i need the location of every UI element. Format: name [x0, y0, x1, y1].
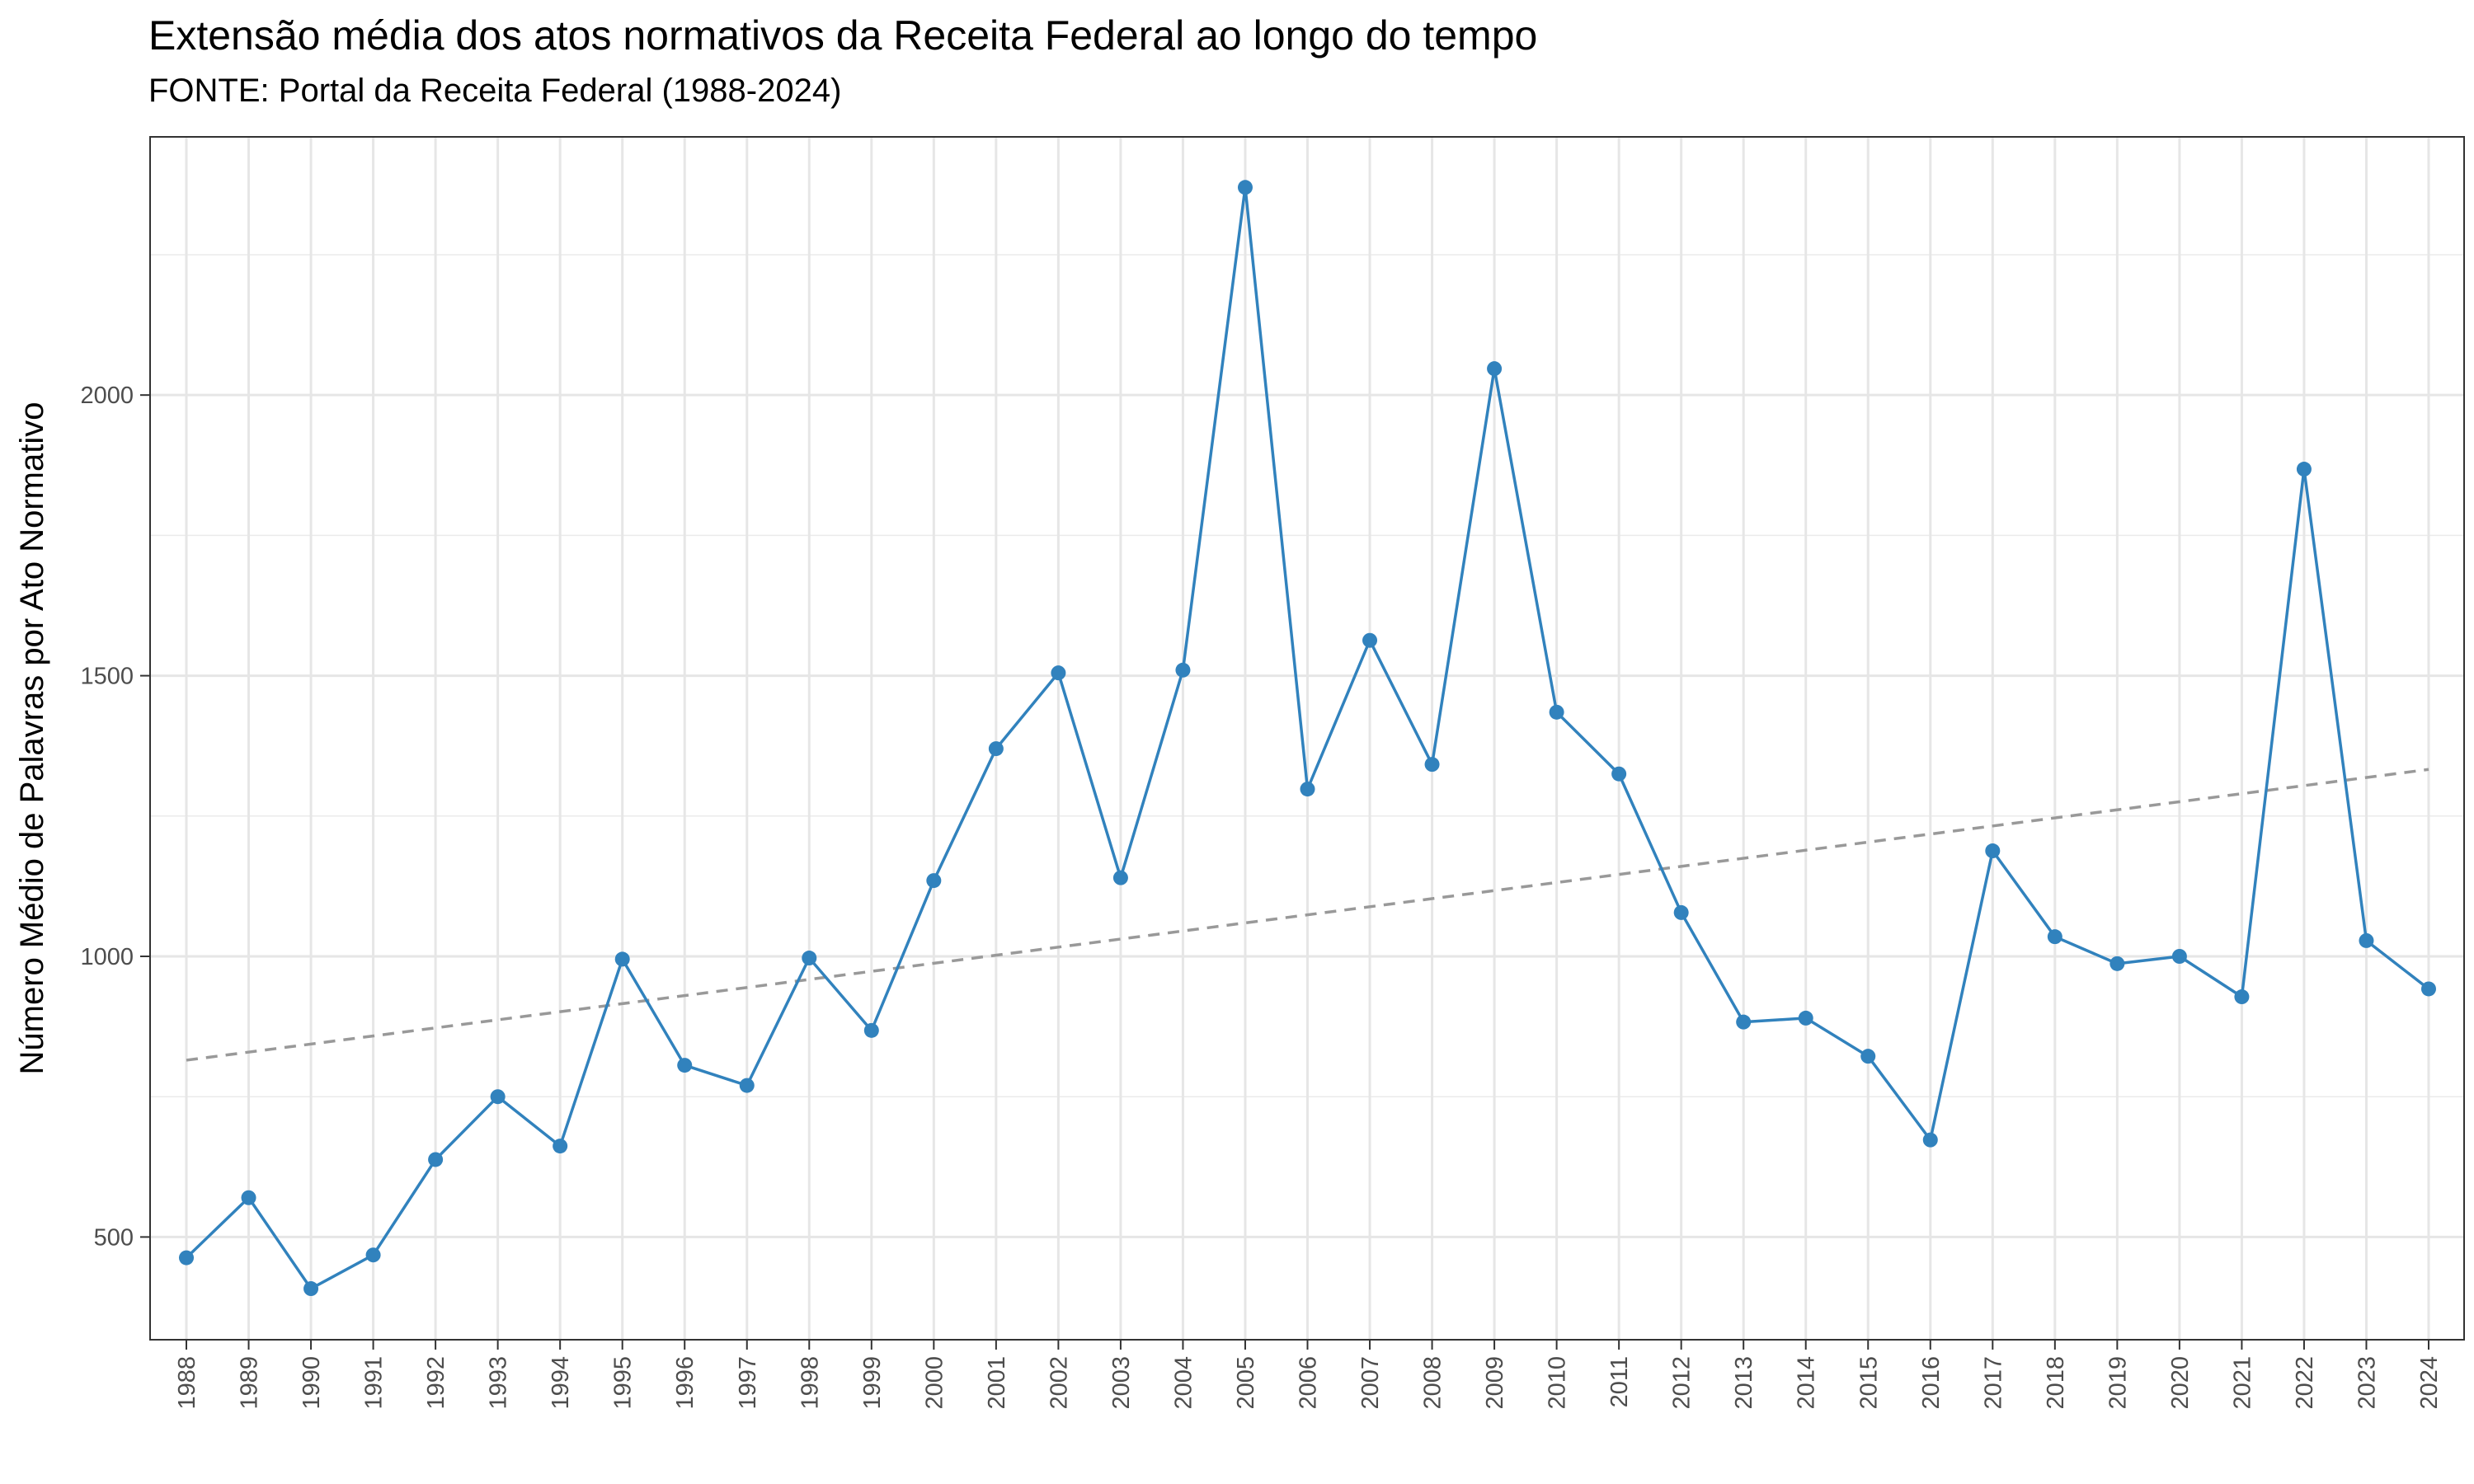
data-point: [365, 1247, 381, 1263]
x-tick-label: 2024: [2416, 1356, 2443, 1410]
data-point: [1424, 757, 1440, 773]
x-tick-label: 1997: [735, 1356, 761, 1410]
x-tick-label: 2015: [1856, 1356, 1882, 1410]
x-tick-label: 2021: [2229, 1356, 2255, 1410]
data-point: [2296, 462, 2312, 477]
x-tick-label: 2014: [1794, 1356, 1820, 1410]
y-tick-label: 1500: [80, 664, 134, 690]
data-point: [2234, 989, 2250, 1005]
data-point: [1798, 1010, 1813, 1026]
x-tick-label: 2004: [1170, 1356, 1197, 1410]
x-tick-label: 2000: [921, 1356, 948, 1410]
x-tick-label: 1990: [299, 1356, 325, 1410]
data-point: [614, 951, 630, 967]
data-series-group: [179, 180, 2436, 1297]
data-point: [1549, 704, 1564, 720]
data-point: [1736, 1014, 1752, 1030]
x-tick-label: 1992: [423, 1356, 449, 1410]
data-point: [2047, 929, 2062, 945]
trend-line: [186, 768, 2429, 1062]
data-point: [926, 873, 942, 889]
data-point: [1860, 1049, 1876, 1064]
x-tick-label: 1991: [361, 1356, 388, 1410]
data-point: [677, 1058, 693, 1073]
data-point: [1362, 632, 1378, 648]
trend-line-group: [186, 768, 2429, 1062]
x-tick-label: 2023: [2354, 1356, 2380, 1410]
chart-subtitle: FONTE: Portal da Receita Federal (1988-2…: [148, 73, 842, 109]
data-point: [1985, 843, 2001, 859]
data-point: [1611, 766, 1627, 782]
x-tick-label: 2017: [1980, 1356, 2006, 1410]
data-point: [428, 1152, 444, 1167]
x-tick-label: 2002: [1046, 1356, 1072, 1410]
data-point: [802, 951, 817, 966]
x-tick-label: 1999: [859, 1356, 886, 1410]
data-point: [2109, 956, 2125, 971]
y-axis-label: Número Médio de Palavras por Ato Normati…: [14, 402, 50, 1075]
x-tick-label: 1989: [237, 1356, 263, 1410]
x-tick-label: 2006: [1296, 1356, 1322, 1410]
y-tick-label: 500: [94, 1224, 134, 1251]
data-point: [2171, 948, 2187, 964]
x-tick-label: 2019: [2105, 1356, 2131, 1410]
grid-lines: [150, 137, 2464, 1340]
data-point: [553, 1139, 568, 1154]
data-point: [1487, 361, 1503, 377]
x-tick-label: 1996: [672, 1356, 698, 1410]
data-point: [1300, 782, 1315, 797]
chart-title: Extensão média dos atos normativos da Re…: [148, 12, 1538, 59]
x-tick-label: 1998: [797, 1356, 823, 1410]
data-point: [2421, 981, 2436, 997]
data-point: [303, 1281, 319, 1297]
data-point: [179, 1250, 194, 1266]
data-point: [1237, 180, 1253, 195]
x-tick-label: 2001: [984, 1356, 1010, 1410]
data-point: [739, 1078, 755, 1093]
x-tick-label: 2012: [1669, 1356, 1696, 1410]
x-tick-label: 2022: [2292, 1356, 2318, 1410]
x-tick-label: 2009: [1482, 1356, 1508, 1410]
y-tick-label: 2000: [80, 383, 134, 409]
data-point: [863, 1022, 879, 1038]
data-point: [1922, 1132, 1938, 1148]
x-tick-label: 2005: [1233, 1356, 1259, 1410]
x-tick-label: 1988: [174, 1356, 200, 1410]
x-tick-label: 2007: [1357, 1356, 1384, 1410]
x-tick-label: 2016: [1918, 1356, 1945, 1410]
x-tick-label: 2013: [1731, 1356, 1757, 1410]
x-tick-label: 2018: [2043, 1356, 2069, 1410]
data-point: [1112, 870, 1128, 885]
data-point: [1175, 662, 1191, 678]
x-tick-label: 2020: [2167, 1356, 2194, 1410]
y-tick-label: 1000: [80, 944, 134, 970]
x-tick-label: 1994: [548, 1356, 574, 1410]
data-point: [241, 1190, 256, 1205]
x-tick-label: 1993: [486, 1356, 512, 1410]
data-point: [490, 1089, 506, 1105]
x-tick-label: 2008: [1420, 1356, 1446, 1410]
data-point: [1673, 904, 1689, 920]
x-tick-label: 2003: [1108, 1356, 1135, 1410]
x-tick-label: 1995: [610, 1356, 637, 1410]
x-tick-label: 2010: [1545, 1356, 1571, 1410]
data-point: [2359, 932, 2374, 948]
x-tick-label: 2011: [1606, 1356, 1633, 1407]
data-point: [988, 741, 1004, 757]
data-point: [1051, 665, 1066, 681]
axes-group: 500 1000 1500 2000 1988 1989 1990 1991 1992 1993 1…: [80, 383, 2443, 1409]
